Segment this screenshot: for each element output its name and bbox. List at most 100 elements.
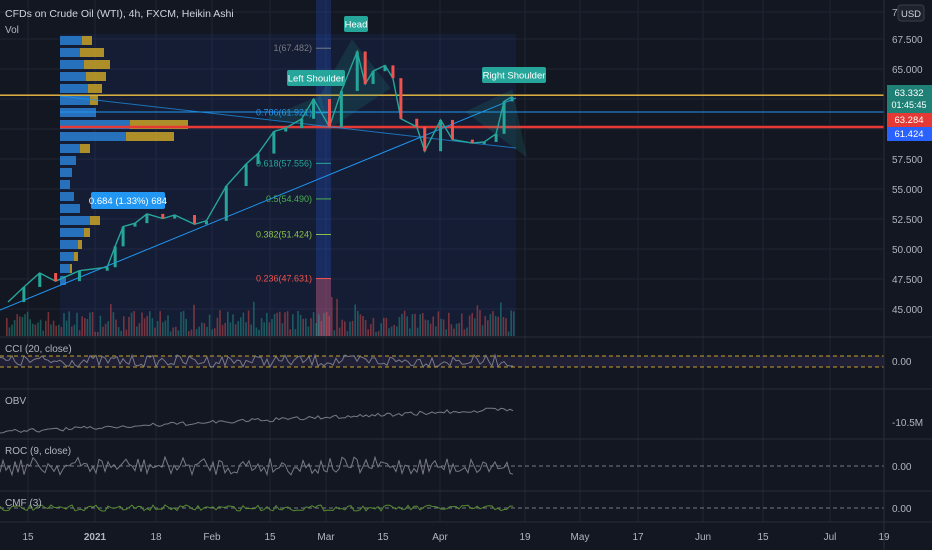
- volume-bar: [99, 315, 102, 336]
- volume-profile-bar-down: [90, 216, 100, 225]
- volume-bar: [19, 316, 21, 336]
- fib-level-label: 0.236(47.631): [256, 273, 312, 283]
- currency-button[interactable]: [897, 4, 925, 22]
- volume-bar: [255, 327, 258, 336]
- support-price-text: 63.284: [894, 115, 923, 126]
- volume-profile-bar-up: [60, 84, 88, 93]
- support-price-badge: [887, 113, 932, 127]
- price-candle: [224, 186, 228, 221]
- volume-bar: [50, 324, 52, 336]
- volume-profile-bar-up: [60, 132, 126, 141]
- volume-bar: [60, 326, 63, 336]
- volume-profile-bar-up: [60, 204, 80, 213]
- price-candle: [363, 51, 367, 84]
- volume-bar: [357, 310, 359, 336]
- volume-bar: [11, 324, 13, 336]
- volume-bar: [86, 318, 89, 336]
- volume-bar: [234, 324, 237, 336]
- volume-bar: [403, 310, 406, 336]
- volume-profile-bar-down: [126, 132, 174, 141]
- date-range-highlight-lower: [316, 278, 331, 336]
- volume-bar: [45, 320, 47, 336]
- volume-bar: [104, 323, 107, 336]
- volume-bar: [21, 316, 24, 336]
- volume-bar: [396, 326, 398, 336]
- volume-bar: [455, 323, 458, 336]
- volume-bar: [177, 330, 180, 336]
- volume-bar: [468, 315, 471, 336]
- price-axis-tick-label: 52.500: [892, 215, 923, 226]
- fib-level-label: 0.5(54.490): [266, 194, 312, 204]
- volume-bar: [227, 311, 229, 336]
- price-candle: [161, 213, 165, 219]
- volume-bar: [432, 316, 434, 336]
- price-candle: [371, 71, 375, 84]
- volume-profile-bar-down: [130, 120, 188, 129]
- volume-bar: [39, 319, 42, 336]
- cci-band: [0, 356, 884, 367]
- volume-bar: [416, 327, 419, 336]
- volume-bar: [73, 324, 76, 336]
- volume-bar: [448, 312, 450, 336]
- volume-bar: [338, 327, 341, 336]
- volume-bar: [16, 314, 18, 336]
- volume-bar: [484, 316, 486, 336]
- volume-bar: [305, 318, 307, 336]
- volume-bar: [325, 312, 328, 336]
- time-axis-tick-label: 17: [632, 532, 644, 543]
- price-candle: [510, 96, 514, 102]
- price-series: [7, 49, 514, 303]
- chart-header: CFDs on Crude Oil (WTI), 4h, FXCM, Heiki…: [5, 4, 925, 36]
- volume-bar: [336, 298, 338, 336]
- indicator-value-label: 0.00: [892, 462, 912, 473]
- volume-bar: [383, 317, 385, 336]
- volume-bar: [377, 331, 380, 336]
- volume-bar: [461, 313, 463, 336]
- volume-bar: [180, 311, 182, 336]
- volume-bar: [471, 312, 473, 336]
- price-axis-tick-label: 50.000: [892, 245, 923, 256]
- volume-bar: [466, 327, 468, 336]
- volume-bar: [479, 310, 481, 336]
- volume-bar: [47, 312, 50, 336]
- volume-profile-bar-up: [60, 228, 84, 237]
- volume-bar: [159, 311, 161, 336]
- volume-bar: [390, 326, 393, 336]
- volume-profile-bar-down: [82, 36, 92, 45]
- volume-bar: [190, 329, 193, 336]
- price-candle: [133, 223, 137, 227]
- price-candle: [470, 139, 474, 144]
- volume-profile-bar-up: [60, 48, 80, 57]
- volume-bar: [362, 316, 364, 336]
- time-axis-tick-label: Jun: [695, 532, 711, 543]
- volume-bar: [307, 326, 310, 336]
- volume-bar: [500, 302, 502, 336]
- volume-profile-bar-up: [60, 144, 80, 153]
- price-candle: [355, 51, 359, 91]
- volume-bar: [102, 326, 104, 336]
- time-axis-tick-label: May: [571, 532, 590, 543]
- time-axis-tick-label: 15: [377, 532, 389, 543]
- volume-bar: [130, 312, 133, 336]
- time-axis-tick-label: 2021: [84, 532, 107, 543]
- price-candle: [193, 215, 197, 225]
- grid: [0, 0, 885, 522]
- volume-bar: [216, 317, 219, 336]
- price-candle: [391, 65, 395, 79]
- price-axis-tick-label: 55.000: [892, 185, 923, 196]
- volume-bar: [388, 328, 390, 336]
- volume-bar: [276, 312, 278, 336]
- volume-bar: [125, 329, 128, 336]
- volume-bar: [427, 320, 429, 336]
- fib-level-label: 0.382(51.424): [256, 229, 312, 239]
- indicator-value-label: 0.00: [892, 357, 912, 368]
- volume-bar: [89, 312, 91, 336]
- volume-bar: [453, 328, 455, 336]
- chart-title: CFDs on Crude Oil (WTI), 4h, FXCM, Heiki…: [5, 8, 234, 20]
- price-candle: [105, 267, 109, 271]
- volume-bar: [333, 330, 336, 336]
- volume-bar: [328, 316, 330, 336]
- volume-bar: [497, 316, 499, 336]
